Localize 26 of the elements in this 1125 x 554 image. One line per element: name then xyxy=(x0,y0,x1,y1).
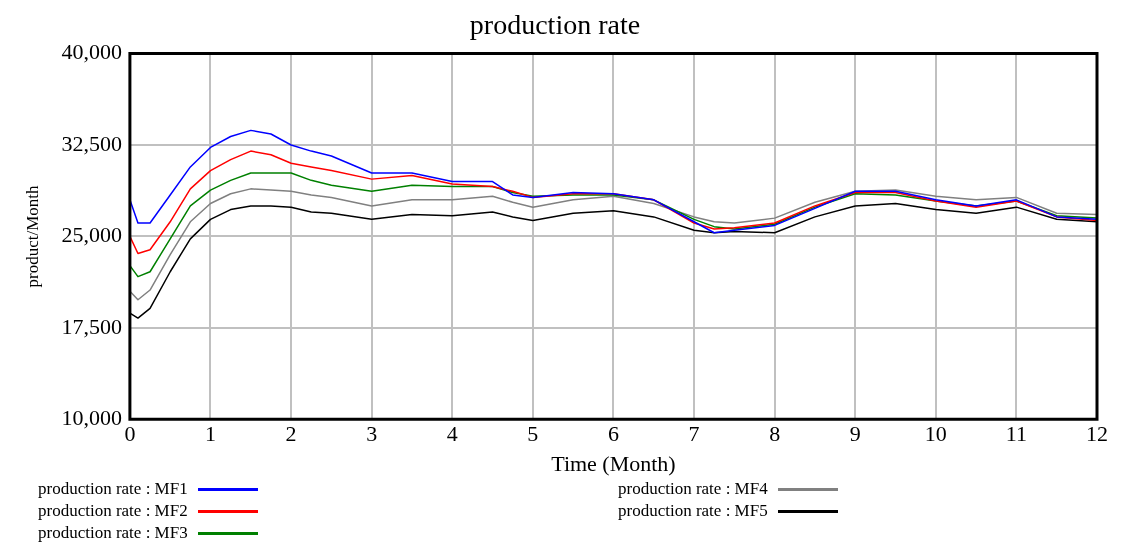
y-axis-title: product/Month xyxy=(22,184,42,288)
legend-label: production rate : MF3 xyxy=(38,523,188,543)
x-tick-label: 5 xyxy=(527,421,539,447)
legend-label: production rate : MF2 xyxy=(38,501,188,521)
y-tick-label: 25,000 xyxy=(61,222,122,248)
y-tick-label: 17,500 xyxy=(61,313,122,339)
x-tick-label: 6 xyxy=(607,421,619,447)
x-tick-label: 7 xyxy=(688,421,700,447)
x-tick-label: 8 xyxy=(769,421,781,447)
y-tick-label: 32,500 xyxy=(61,130,122,156)
x-tick-label: 10 xyxy=(924,421,947,447)
legend-label: production rate : MF5 xyxy=(618,501,768,521)
x-tick-label: 4 xyxy=(446,421,458,447)
x-tick-label: 11 xyxy=(1005,421,1027,447)
y-tick-label: 10,000 xyxy=(61,404,122,430)
x-tick-label: 0 xyxy=(124,421,136,447)
legend-label: production rate : MF4 xyxy=(618,479,768,499)
x-tick-label: 1 xyxy=(204,421,216,447)
x-tick-label: 3 xyxy=(366,421,378,447)
x-axis-title: Time (Month) xyxy=(551,450,676,476)
legend-label: production rate : MF1 xyxy=(38,479,188,499)
y-tick-label: 40,000 xyxy=(61,39,122,65)
x-tick-label: 12 xyxy=(1086,421,1108,447)
chart-title: production rate xyxy=(469,9,641,41)
x-tick-label: 2 xyxy=(285,421,297,447)
x-tick-label: 9 xyxy=(849,421,861,447)
